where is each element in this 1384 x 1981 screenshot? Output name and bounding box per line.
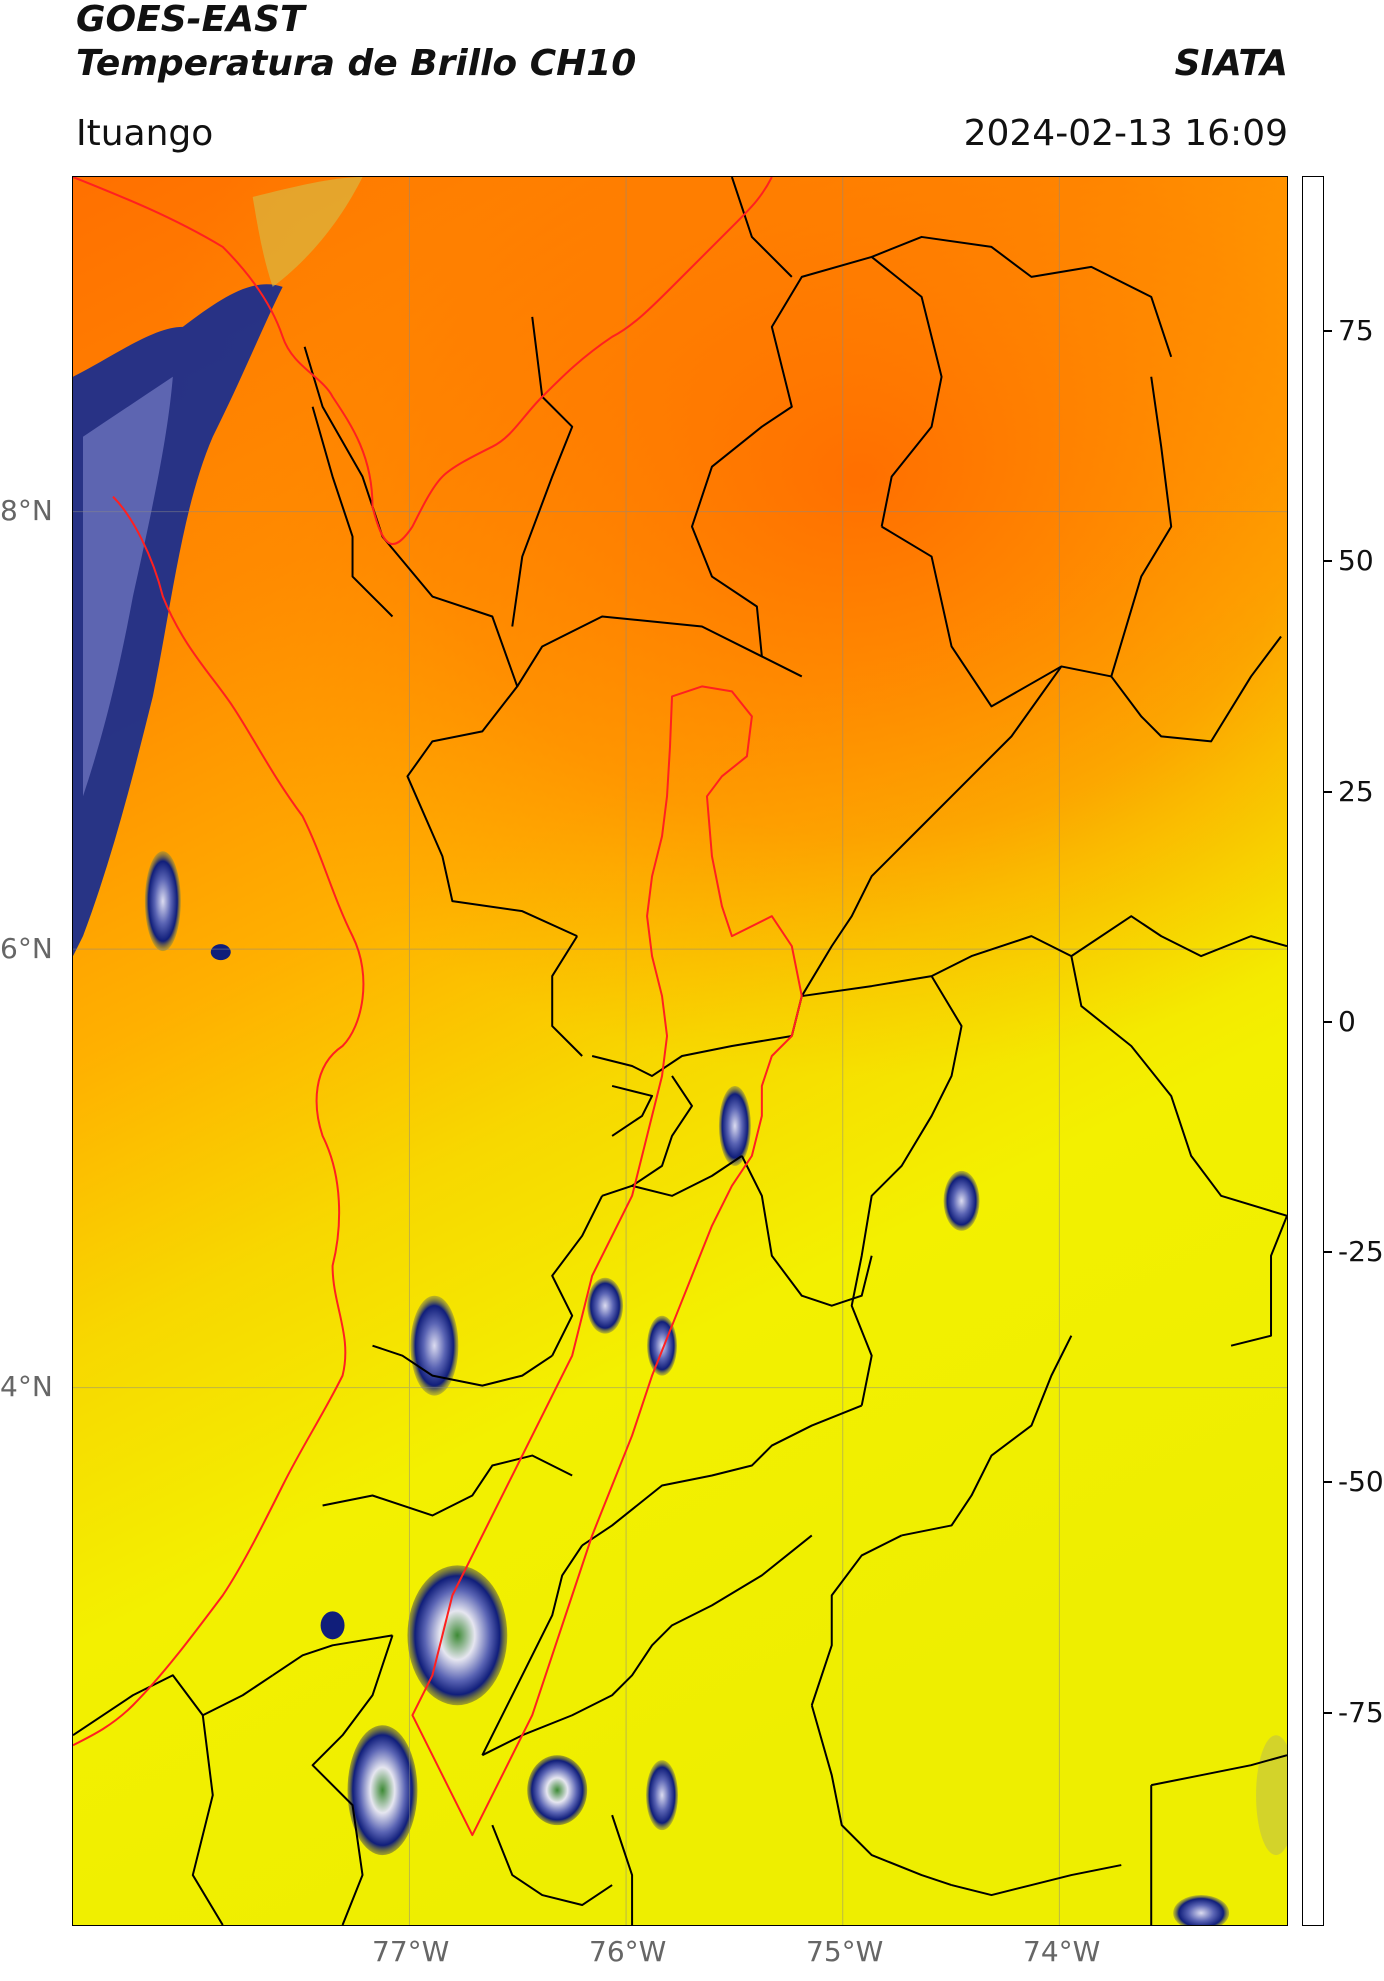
- department-boundaries: [73, 177, 1287, 1925]
- lat-label: 4°N: [0, 1370, 53, 1403]
- colorbar-tick: [1324, 560, 1332, 562]
- cloud-cell: [347, 1725, 418, 1856]
- coastline-pacific: [73, 495, 365, 1747]
- timestamp-label: 2024-02-13 16:09: [963, 113, 1288, 154]
- lon-label: 76°W: [589, 1935, 667, 1968]
- cloud-cell: [144, 851, 181, 952]
- basin-outline: [411, 685, 803, 1837]
- map-panel[interactable]: [72, 176, 1288, 1926]
- colorbar-tick-label: -50: [1338, 1465, 1384, 1498]
- colorbar-tick: [1324, 330, 1332, 332]
- colorbar: [1302, 176, 1324, 1926]
- colorbar-tick: [1324, 1712, 1332, 1714]
- satellite-title: GOES-EAST: [76, 0, 305, 40]
- cloud-cell: [718, 1085, 751, 1166]
- cloud-cell: [943, 1170, 980, 1231]
- cloud-cell: [1256, 1735, 1287, 1856]
- lon-label: 74°W: [1023, 1935, 1101, 1968]
- cloud-cell: [527, 1755, 588, 1826]
- cloud-cell: [646, 1760, 679, 1831]
- colorbar-tick-label: -25: [1338, 1235, 1384, 1268]
- cloud-wisp: [252, 177, 363, 287]
- cloud-cell: [320, 1611, 345, 1640]
- product-title: Temperatura de Brillo CH10: [76, 43, 637, 84]
- lat-label: 8°N: [0, 494, 53, 527]
- cloud-cell: [210, 944, 231, 961]
- brightness-temperature-map: [73, 177, 1287, 1925]
- cloud-cell: [1173, 1895, 1230, 1925]
- lon-label: 75°W: [806, 1935, 884, 1968]
- cloud-band-core: [82, 376, 173, 797]
- cloud-cell: [410, 1295, 459, 1396]
- colorbar-tick-label: 0: [1338, 1005, 1356, 1038]
- colorbar-tick: [1324, 1251, 1332, 1253]
- colorbar-tick: [1324, 1021, 1332, 1023]
- graticule: [73, 177, 1287, 1925]
- brand-label: SIATA: [1174, 43, 1288, 84]
- cloud-cell: [407, 1565, 508, 1706]
- cloud-cell: [587, 1277, 624, 1334]
- colorbar-tick-label: -75: [1338, 1696, 1384, 1729]
- colorbar-tick-label: 50: [1338, 544, 1374, 577]
- colorbar-tick-label: 75: [1338, 314, 1374, 347]
- colorbar-tick-label: 25: [1338, 775, 1374, 808]
- colorbar-tick: [1324, 1481, 1332, 1483]
- colorbar-tick: [1324, 791, 1332, 793]
- lat-label: 6°N: [0, 932, 53, 965]
- lon-label: 77°W: [372, 1935, 450, 1968]
- coastline-north: [73, 177, 773, 545]
- region-label: Ituango: [76, 113, 214, 154]
